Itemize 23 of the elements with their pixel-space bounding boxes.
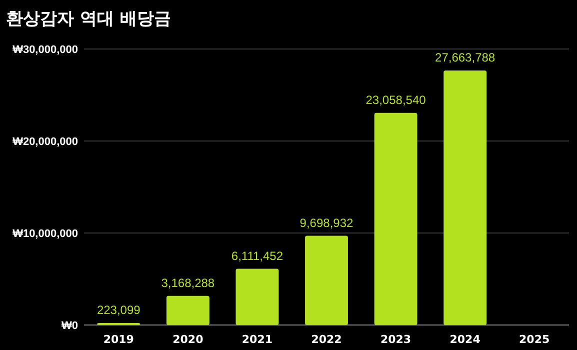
bar [166,296,210,325]
y-tick-label: ₩10,000,000 [12,228,78,240]
bar [374,112,418,325]
x-tick-label: 2021 [242,333,273,346]
data-label: 27,663,788 [435,50,496,64]
data-label: 6,111,452 [231,248,284,263]
data-label: 9,698,932 [300,216,354,230]
x-tick-label: 2020 [172,333,204,346]
bar [444,70,487,325]
x-tick-label: 2024 [450,333,481,346]
x-tick-label: 2019 [103,333,134,346]
y-tick-label: ₩30,000,000 [12,44,78,56]
x-tick-label: 2022 [311,333,342,346]
data-label: 23,058,540 [366,92,426,107]
chart-title: 환상감자 역대 배당금 [6,9,171,29]
bar [236,268,279,325]
data-label: 223,099 [96,302,141,317]
bar [305,236,348,325]
y-tick-label: ₩0 [62,320,78,332]
y-tick-label: ₩20,000,000 [12,136,78,148]
x-tick-label: 2025 [519,333,550,346]
x-tick-label: 2023 [380,333,412,346]
data-label: 3,168,288 [161,276,215,290]
